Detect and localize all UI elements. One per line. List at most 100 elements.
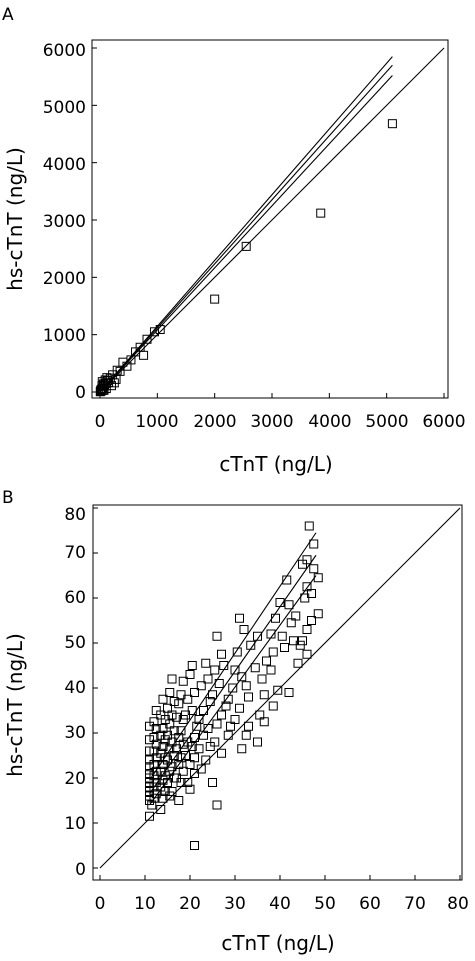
panel-b-x-tick-label: 50: [314, 894, 336, 914]
panel-b-y-tick-label: 20: [64, 769, 86, 789]
panel-b-data-point: [160, 753, 170, 763]
panel-a-y-tick-label: 4000: [43, 155, 86, 175]
panel-b-fit-line: [99, 507, 461, 869]
panel-b-data-point: [165, 688, 175, 697]
panel-a: A 0 1000 2000 3000 4000 5000 6000 0 1000…: [2, 5, 466, 476]
panel-a-data-point: [111, 374, 121, 384]
panel-b-data-point: [205, 742, 215, 751]
panel-a-data-point: [142, 334, 152, 344]
panel-b-data-point: [158, 724, 168, 733]
panel-b-data-point: [304, 521, 314, 531]
panel-b-data-point: [309, 539, 319, 549]
panel-b-data-point: [160, 715, 170, 724]
panel-a-fit-line: [99, 64, 393, 393]
panel-b-data-point: [244, 692, 253, 702]
panel-b-data-point: [302, 625, 312, 634]
panel-a-data-point: [241, 241, 251, 251]
panel-b-data-point: [259, 690, 269, 700]
panel-a-data-point: [210, 294, 220, 304]
panel-b-data-point: [158, 742, 168, 751]
panel-b-data-point: [313, 609, 323, 619]
panel-b-data-point: [190, 769, 199, 778]
panel-b-data-point: [275, 598, 285, 607]
panel-b-data-point: [253, 737, 262, 747]
panel-b-data-point: [190, 841, 199, 850]
panel-a-y-tick-label: 2000: [43, 269, 86, 289]
panel-b-data-point: [183, 778, 193, 787]
panel-a-x-tick-label: 2000: [193, 412, 236, 432]
panel-b-x-tick-label: 30: [224, 894, 246, 914]
panel-b-data-point: [239, 625, 249, 634]
panel-b-y-tick-label: 50: [64, 633, 86, 653]
panel-b-data-point: [257, 674, 267, 684]
panel-b-x-tick-label: 0: [95, 894, 106, 914]
panel-b-data-point: [185, 670, 195, 679]
panel-b-data-point: [298, 559, 307, 569]
panel-a-fit-line: [99, 47, 445, 393]
panel-b-data-point: [212, 719, 222, 729]
panel-b-data-point: [282, 575, 292, 585]
panel-a-data-point: [112, 365, 122, 375]
panel-b-data-point: [241, 730, 251, 740]
panel-b-data-point: [201, 658, 211, 668]
panel-b-data-point: [205, 697, 215, 706]
panel-b-data-point: [286, 618, 296, 628]
panel-b-x-tick-label: 80: [447, 894, 469, 914]
panel-a-data-point: [98, 385, 108, 395]
panel-b-x-tick-label: 20: [179, 894, 201, 914]
panel-b-data-point: [145, 762, 154, 772]
panel-b-data-point: [169, 697, 179, 706]
panel-b-data-point: [145, 735, 154, 745]
panel-b-data-point: [212, 631, 222, 641]
panel-a-y-axis-label: hs-cTnT (ng/L): [3, 147, 27, 291]
panel-b-data-point: [223, 730, 233, 740]
panel-b-data-point: [203, 674, 213, 684]
panel-b-fit-line: [149, 575, 317, 806]
panel-b-data-point: [226, 721, 235, 731]
panel-b-data-point: [217, 748, 226, 758]
panel-b-data-point: [219, 661, 229, 670]
panel-a-data-point: [135, 342, 145, 352]
panel-a-data-marks: [92, 47, 445, 398]
panel-b-y-tick-label: 80: [64, 505, 86, 525]
panel-b-data-point: [145, 796, 154, 805]
panel-b-data-point: [151, 753, 161, 763]
panel-b-x-tick-label: 70: [404, 894, 426, 914]
panel-b-data-point: [178, 715, 188, 724]
panel-b-data-point: [241, 681, 251, 691]
panel-b-data-point: [185, 784, 195, 794]
panel-b-data-point: [289, 636, 298, 646]
panel-b-y-tick-label: 0: [75, 860, 86, 880]
panel-b-data-point: [271, 613, 280, 623]
panel-b-y-tick-label: 70: [64, 543, 86, 563]
panel-b-data-point: [190, 688, 199, 697]
panel-a-data-point: [100, 375, 110, 385]
panel-b-data-point: [246, 640, 256, 650]
panel-b-data-point: [160, 735, 170, 745]
panel-b-label: B: [2, 488, 14, 508]
panel-b-data-point: [259, 717, 269, 727]
panel-a-y-tick-label: 3000: [43, 212, 86, 232]
panel-b-data-point: [309, 564, 319, 574]
panel-b-data-point: [235, 613, 244, 623]
panel-a-data-point: [155, 325, 165, 335]
panel-b-data-point: [201, 755, 211, 765]
panel-a-fit-line: [99, 75, 393, 393]
panel-b-y-tick-label: 40: [64, 678, 86, 698]
panel-a-y-tick-label: 0: [75, 383, 86, 403]
panel-b-data-point: [176, 753, 186, 763]
panel-b-data-point: [199, 730, 208, 740]
panel-b-data-point: [232, 647, 242, 657]
panel-b-data-point: [237, 672, 247, 682]
panel-b-data-point: [250, 663, 260, 673]
panel-b-data-point: [174, 796, 184, 805]
panel-b-data-point: [244, 721, 253, 731]
panel-b-data-point: [187, 661, 197, 670]
panel-a-data-point: [97, 381, 107, 391]
panel-b-data-point: [217, 710, 226, 720]
panel-b-data-point: [284, 688, 294, 697]
panel-b-data-point: [194, 744, 204, 754]
panel-b-data-point: [199, 706, 208, 715]
panel-b-data-point: [235, 703, 244, 713]
panel-a-plot-frame: [91, 39, 449, 399]
